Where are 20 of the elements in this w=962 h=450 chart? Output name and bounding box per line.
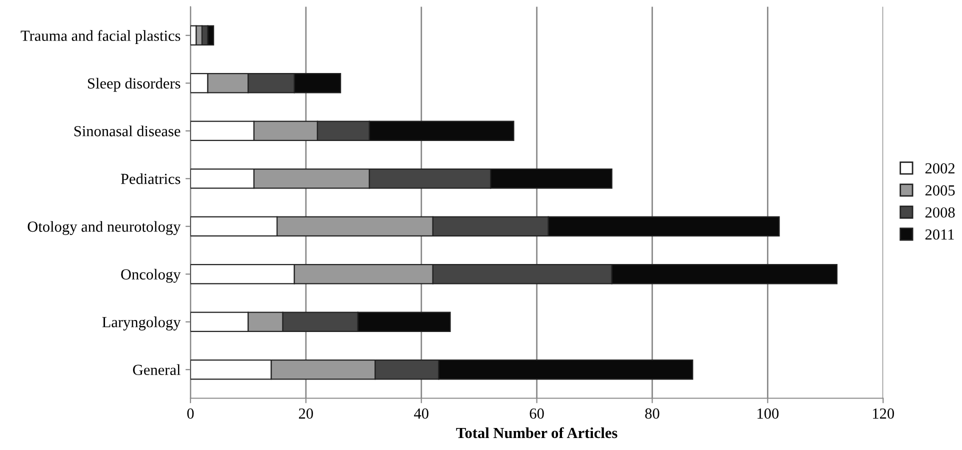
y-tick-label: General xyxy=(133,364,180,376)
legend-label: 2005 xyxy=(925,185,955,196)
x-tick-label: 40 xyxy=(414,408,428,419)
x-tick-label: 60 xyxy=(530,408,544,419)
x-tick-label: 20 xyxy=(298,408,313,419)
y-tick-label: Laryngology xyxy=(102,316,181,330)
y-tick-label: Sinonasal disease xyxy=(74,126,180,136)
y-tick-label: Trauma and facial plastics xyxy=(20,30,180,44)
y-tick-label: Oncology xyxy=(121,268,181,283)
x-tick-label: 0 xyxy=(187,408,194,419)
y-tick-label: Otology and neurotology xyxy=(28,221,181,235)
legend-label: 2011 xyxy=(925,229,954,240)
x-tick-label: 80 xyxy=(645,408,660,419)
x-tick-label: 120 xyxy=(873,408,894,419)
x-axis-title: Total Number of Articles xyxy=(456,427,618,438)
legend-label: 2002 xyxy=(925,163,954,174)
x-tick-label: 100 xyxy=(758,408,779,419)
y-tick-label: Sleep disorders xyxy=(88,78,180,92)
legend-label: 2008 xyxy=(925,207,955,218)
y-tick-label: Pediatrics xyxy=(120,173,180,184)
